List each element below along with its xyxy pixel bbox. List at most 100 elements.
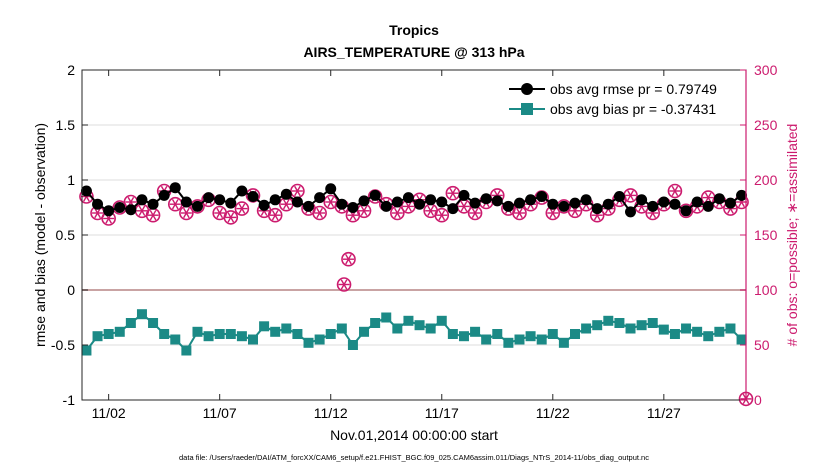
bias-point [192, 326, 203, 337]
legend-box [505, 76, 741, 120]
rmse-point [169, 182, 181, 194]
rmse-point [303, 200, 315, 212]
rmse-point [280, 188, 292, 200]
rmse-point [547, 198, 559, 210]
obs-possible-point [312, 205, 327, 221]
rmse-point [314, 192, 326, 204]
asterisk-stroke [460, 201, 468, 212]
rmse-point [214, 194, 226, 206]
obs-assimilated-point [325, 196, 337, 208]
asterisk-stroke [671, 185, 679, 197]
bias-point [203, 331, 214, 342]
obs-assimilated-point [458, 201, 470, 212]
y-tick-label-left: -1 [63, 392, 76, 408]
rmse-point [602, 198, 614, 210]
y-tick-label-right: 50 [754, 337, 770, 353]
y-tick-label-left: 2 [67, 62, 75, 78]
rmse-point [125, 204, 137, 216]
legend-rmse-label: obs avg rmse pr = 0.79749 [550, 81, 717, 97]
asterisk-stroke [149, 210, 157, 221]
x-axis-label: Nov.01,2014 00:00:00 start [330, 427, 498, 443]
obs-assimilated-point [669, 185, 681, 197]
rmse-point [669, 198, 681, 210]
asterisk-stroke [360, 205, 368, 216]
obs-assimilated-point [214, 207, 226, 219]
bias-point [658, 324, 669, 335]
rmse-point [513, 197, 525, 209]
bias-point [392, 323, 403, 334]
bias-point [336, 323, 347, 334]
bias-point [458, 331, 469, 342]
asterisk-stroke [138, 205, 146, 216]
rmse-point [92, 198, 104, 210]
asterisk-stroke [627, 190, 634, 201]
bias-point [581, 323, 592, 334]
bias-point [370, 318, 381, 328]
x-tick-label: 11/07 [203, 405, 237, 421]
rmse-point [225, 197, 237, 209]
bias-point [136, 309, 147, 320]
obs-assimilated-point [469, 207, 481, 219]
bias-point [103, 329, 114, 339]
bias-point [558, 337, 569, 348]
x-tick-label: 11/17 [425, 405, 459, 421]
rmse-point [291, 196, 303, 208]
y-tick-label-left: 1 [67, 172, 75, 188]
rmse-point [447, 203, 459, 215]
rmse-point [480, 193, 492, 205]
data-layer [79, 182, 754, 407]
obs-assimilated-point [236, 203, 248, 214]
footnote: data file: /Users/raeder/DAI/ATM_forcXX/… [179, 453, 649, 462]
obs-assimilated-point [180, 207, 192, 219]
bias-point [525, 331, 536, 342]
rmse-point [391, 196, 403, 208]
legend-rmse-marker [521, 83, 533, 95]
rmse-point [491, 195, 503, 207]
y-tick-label-right: 150 [754, 227, 778, 243]
asterisk-stroke [427, 205, 435, 216]
obs-assimilated-point [225, 212, 237, 223]
bias-point [125, 318, 136, 328]
bias-point [81, 345, 92, 356]
bias-point [703, 331, 714, 342]
obs-assimilated-point [136, 205, 148, 216]
rmse-point [636, 194, 648, 206]
rmse-point [136, 194, 148, 206]
bias-point [470, 326, 481, 337]
asterisk-stroke [171, 199, 179, 210]
rmse-point [269, 194, 281, 206]
obs-assimilated-point [402, 201, 414, 212]
rmse-point [380, 200, 392, 212]
legend-bias-label: obs avg bias pr = -0.37431 [550, 101, 716, 117]
chart-subtitle: AIRS_TEMPERATURE @ 313 hPa [303, 44, 524, 60]
bias-point [570, 329, 581, 339]
asterisk-stroke [216, 207, 224, 219]
obs-assimilated-point [280, 199, 292, 210]
x-tick-label: 11/27 [647, 405, 681, 421]
bias-point [514, 334, 525, 345]
bias-point [347, 340, 358, 350]
obs-assimilated-point [436, 210, 448, 221]
rmse-point [724, 197, 736, 209]
asterisk-stroke [345, 254, 352, 265]
bias-point [536, 334, 547, 345]
rmse-point [247, 191, 259, 202]
rmse-point [103, 205, 115, 217]
rmse-point [536, 191, 548, 202]
asterisk-stroke [227, 212, 235, 223]
rmse-point [369, 189, 381, 201]
rmse-point [658, 196, 670, 208]
bias-point [214, 329, 225, 339]
y-tick-label-right: 100 [754, 282, 778, 298]
rmse-point [691, 196, 703, 208]
rmse-point [336, 198, 348, 210]
obs-possible-point [223, 210, 239, 225]
asterisk-stroke [516, 207, 523, 219]
rmse-point [469, 197, 481, 209]
rmse-point [414, 198, 426, 210]
rmse-point [458, 189, 470, 201]
rmse-point [236, 185, 248, 197]
bias-point [247, 334, 258, 345]
rmse-point [258, 199, 270, 211]
